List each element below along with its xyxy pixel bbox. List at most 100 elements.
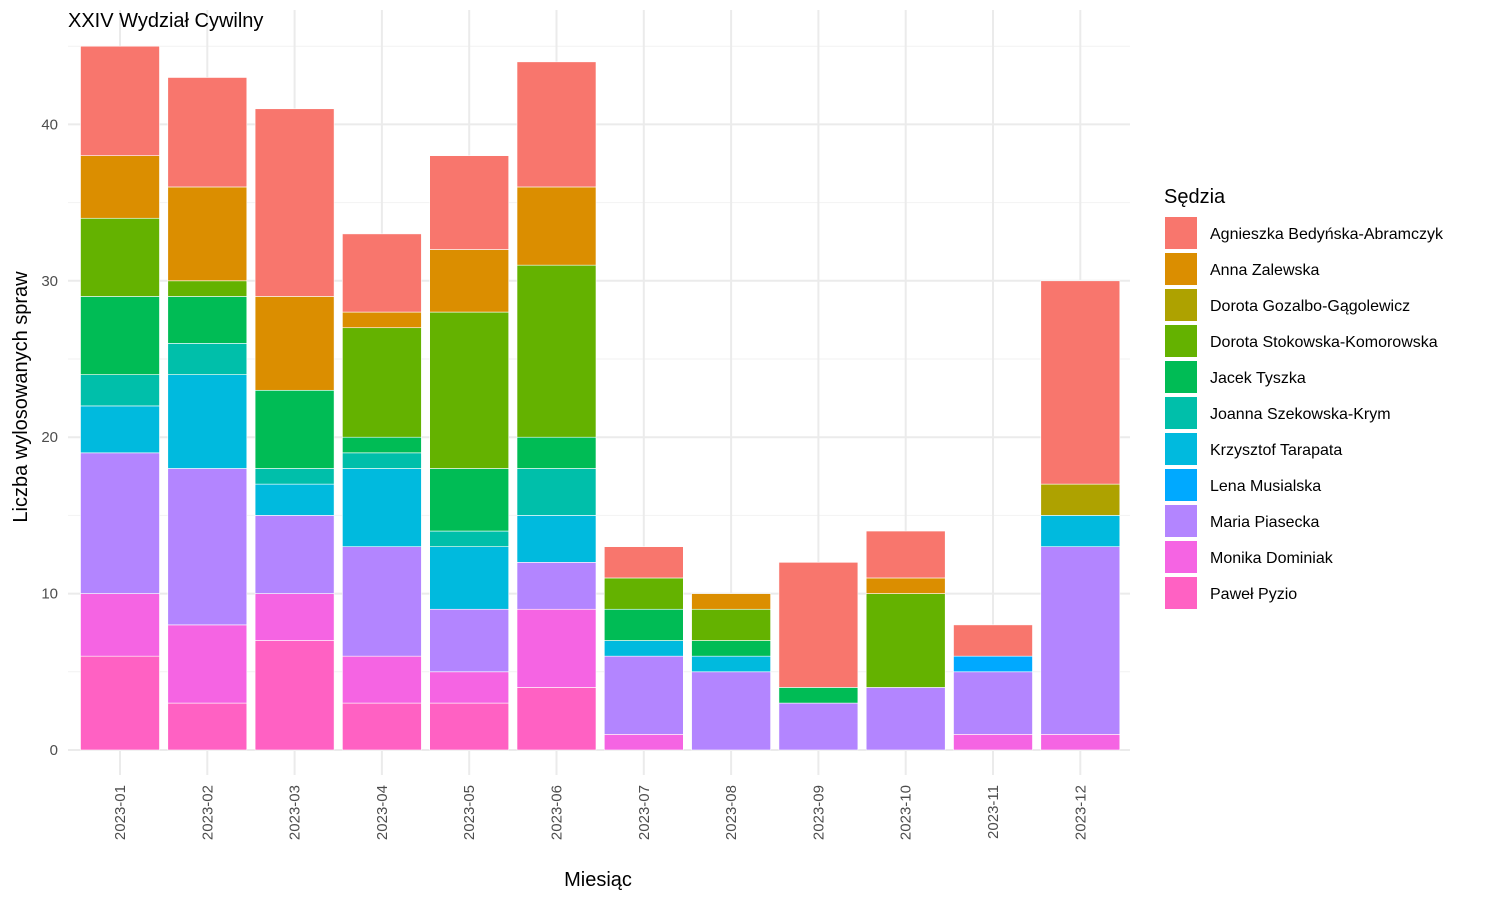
y-tick-label: 10 (41, 586, 58, 603)
bar-segment (691, 593, 771, 610)
x-tick-label: 2023-03 (287, 785, 304, 840)
legend-label: Agnieszka Bedyńska-Abramczyk (1210, 226, 1444, 243)
bar-segment (80, 593, 160, 657)
legend-swatch (1165, 325, 1197, 357)
bar-segment (516, 515, 597, 563)
bar-segment (80, 405, 160, 454)
legend-label: Dorota Gozalbo-Gągolewicz (1210, 298, 1410, 315)
x-tick-label: 2023-12 (1072, 785, 1089, 840)
legend-label: Dorota Stokowska-Komorowska (1210, 334, 1438, 351)
x-tick-label: 2023-10 (898, 785, 915, 840)
bar-segment (865, 577, 946, 594)
legend-swatch (1165, 289, 1197, 321)
bar-segment (167, 702, 248, 751)
bar-segment (167, 624, 248, 704)
bar-segment (342, 452, 422, 469)
bar-segment (429, 608, 510, 673)
legend-swatch (1165, 253, 1197, 285)
bar-segment (865, 530, 946, 579)
bar-segment (516, 264, 597, 438)
bar-segment (953, 734, 1033, 751)
bar-segment (167, 186, 248, 282)
bar-segment (342, 468, 422, 547)
legend-label: Paweł Pyzio (1210, 586, 1297, 603)
bar-segment (254, 640, 335, 751)
y-tick-label: 20 (41, 429, 58, 446)
legend-swatch (1165, 541, 1197, 573)
bar-segment (516, 468, 597, 516)
bar-segment (429, 155, 510, 250)
bar-segment (429, 468, 510, 532)
x-axis-ticks: 2023-01 2023-02 2023-03 2023-04 2023-05 2023-… (112, 785, 1089, 840)
x-tick-label: 2023-08 (723, 785, 740, 840)
bar-segment (516, 186, 597, 266)
legend-label: Lena Musialska (1210, 478, 1321, 495)
bar-segment (80, 655, 160, 751)
bar-segment (167, 374, 248, 469)
bar-segment (167, 280, 248, 297)
x-tick-label: 2023-04 (374, 785, 391, 840)
bar-segment (778, 562, 859, 688)
bar-segment (254, 389, 335, 469)
bar-segment (167, 296, 248, 344)
legend-swatch (1165, 469, 1197, 501)
legend-swatch (1165, 361, 1197, 393)
bar-segment (691, 640, 771, 657)
bar-segment (167, 343, 248, 375)
bar-segment (254, 468, 335, 485)
legend-swatch (1165, 217, 1197, 249)
y-tick-label: 30 (41, 273, 58, 290)
bar-segment (429, 671, 510, 704)
legend-label: Joanna Szekowska-Krym (1210, 406, 1391, 423)
bar-segment (953, 655, 1033, 673)
legend-label: Jacek Tyszka (1210, 370, 1306, 387)
bar-segment (80, 155, 160, 219)
bar-segment (429, 311, 510, 469)
bar-segment (778, 687, 859, 704)
bar-segment (516, 608, 597, 688)
bar-segment (254, 483, 335, 516)
bar-segment (603, 577, 684, 610)
y-axis-ticks: 0 10 20 30 40 (41, 116, 58, 759)
legend-swatch (1165, 577, 1197, 609)
bar-segment (603, 655, 684, 735)
bar-segment (691, 671, 771, 751)
y-axis-title: Liczba wylosowanych spraw (10, 271, 32, 523)
bar-segment (254, 108, 335, 297)
y-tick-label: 0 (50, 742, 58, 759)
bar-segment (342, 233, 422, 313)
bar-segment (865, 687, 946, 751)
bar-segment (80, 217, 160, 297)
bar-segment (342, 436, 422, 454)
chart-title: XXIV Wydział Cywilny (68, 10, 263, 32)
bar-segment (516, 436, 597, 469)
bar-segment (603, 734, 684, 751)
bar-segment (167, 77, 248, 188)
legend-swatch (1165, 505, 1197, 537)
bar-segment (603, 608, 684, 641)
bar-segment (80, 452, 160, 594)
bar-segment (1040, 515, 1121, 547)
bar-segment (342, 546, 422, 657)
legend-label: Anna Zalewska (1210, 262, 1319, 279)
bar-segment (516, 562, 597, 610)
x-tick-label: 2023-05 (461, 785, 478, 840)
bar-segment (778, 702, 859, 751)
bar-segment (429, 702, 510, 751)
bar-segment (80, 296, 160, 375)
bar-segment (603, 546, 684, 579)
bar-segment (80, 374, 160, 407)
y-tick-label: 40 (41, 116, 58, 133)
bar-segment (342, 702, 422, 751)
bar-segment (254, 593, 335, 641)
bar-segment (429, 249, 510, 313)
x-tick-label: 2023-11 (985, 785, 1002, 839)
bar-segment (953, 671, 1033, 735)
bars (80, 45, 1121, 751)
bar-segment (342, 327, 422, 438)
legend-title: Sędzia (1164, 186, 1226, 208)
bar-segment (167, 468, 248, 626)
bar-segment (603, 640, 684, 657)
bar-segment (516, 61, 597, 188)
